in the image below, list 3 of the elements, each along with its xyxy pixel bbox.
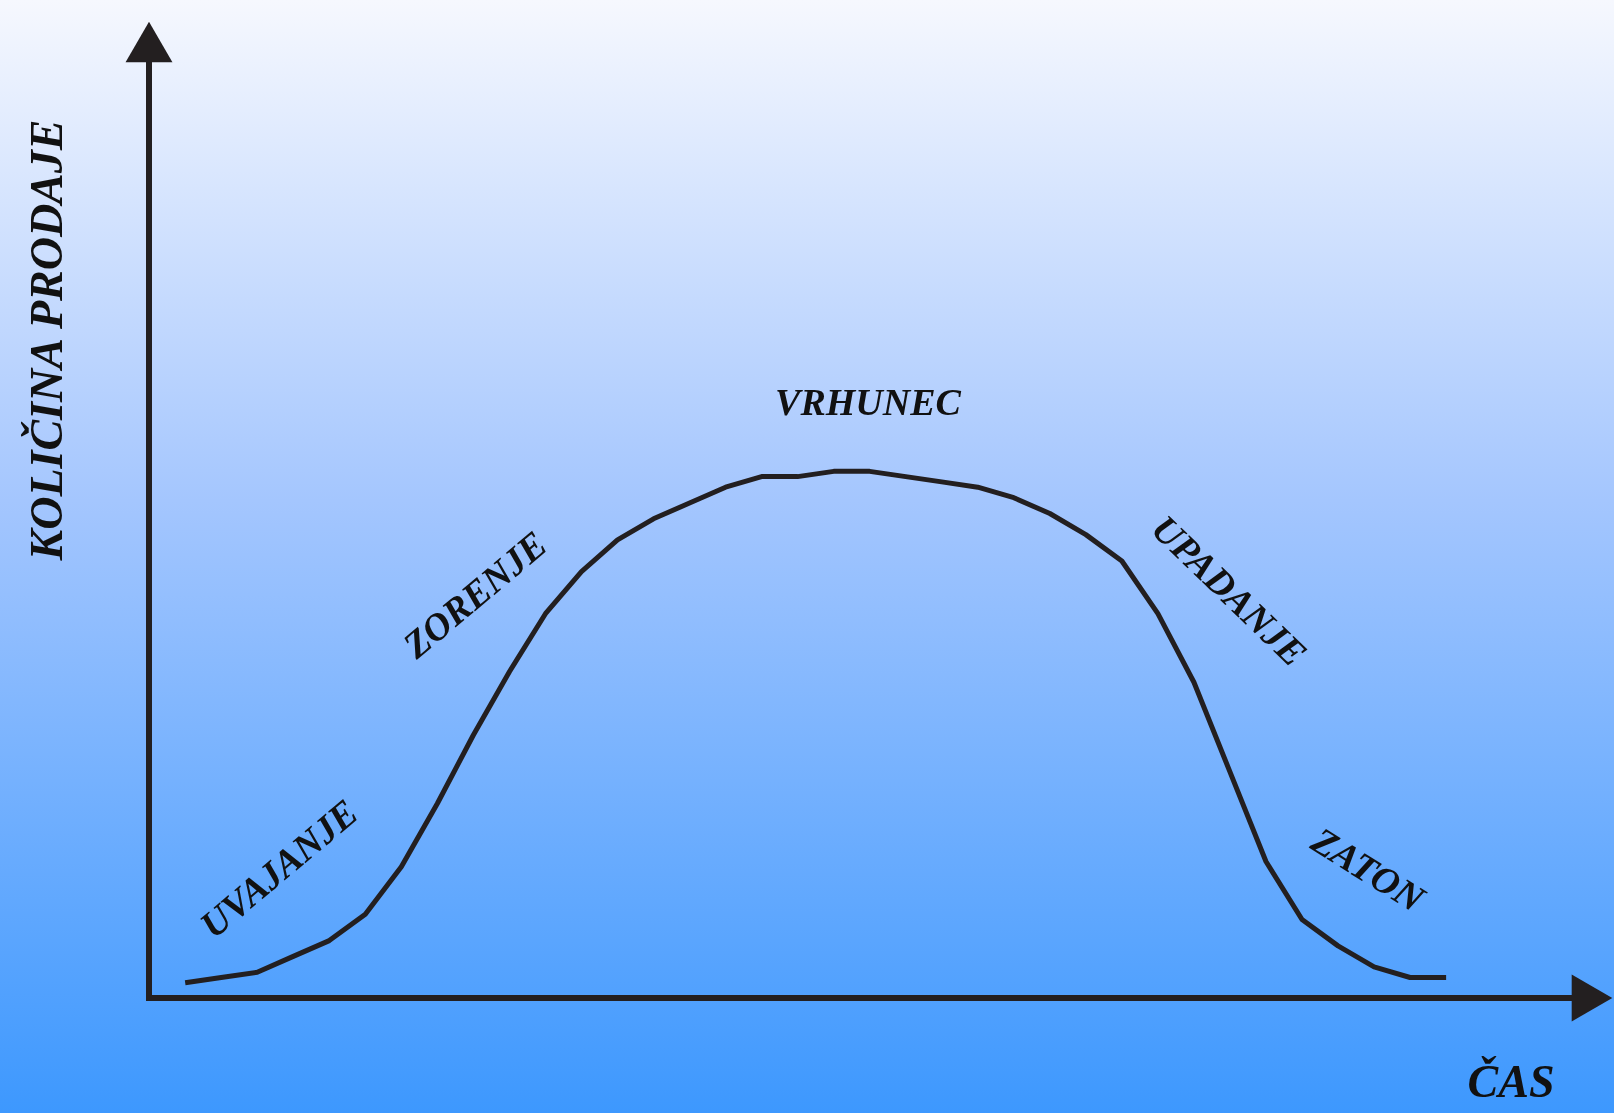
x-axis-title: ČAS bbox=[1467, 1056, 1555, 1107]
text: VRHUNEC bbox=[775, 381, 962, 423]
y-axis-title: KOLIČINA PRODAJE bbox=[21, 119, 72, 562]
